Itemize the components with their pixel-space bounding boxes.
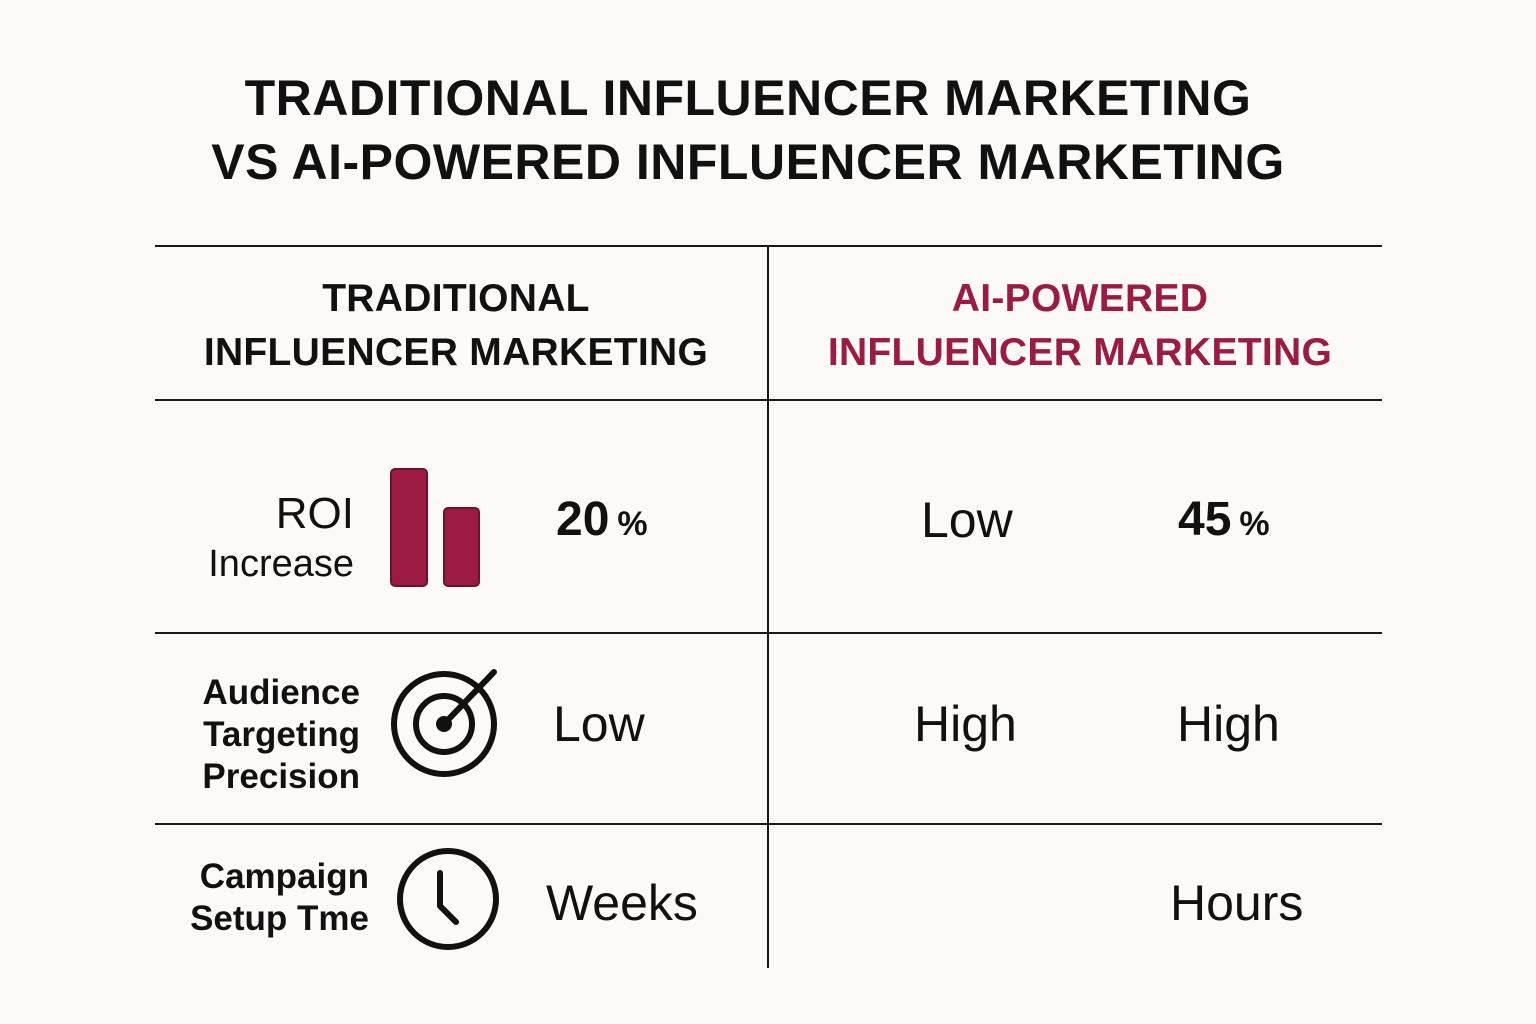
- clock-icon: [397, 848, 499, 950]
- roi-traditional-value: 20%: [556, 488, 648, 554]
- column-header-ai: AI-POWERED INFLUENCER MARKETING: [780, 272, 1380, 380]
- roi-ai-rating: Low: [921, 492, 1013, 548]
- roi-ai-number: 45: [1178, 493, 1232, 546]
- row-label-campaign-line-2: Setup Tme: [190, 899, 369, 938]
- row-label-audience-line-2: Targeting: [203, 715, 360, 754]
- audience-ai-value: High: [1177, 696, 1280, 752]
- audience-ai-rating: High: [914, 696, 1017, 752]
- row-label-roi-line-2: Increase: [208, 543, 354, 585]
- row-label-audience-targeting: Audience Targeting Precision: [202, 672, 360, 798]
- page-title-line-2: VS AI-POWERED INFLUENCER MARKETING: [211, 134, 1285, 190]
- bar-chart-icon: [390, 468, 480, 587]
- target-middle-ring: [413, 693, 475, 755]
- roi-traditional-number: 20: [556, 493, 610, 546]
- roi-ai-value: 45%: [1178, 488, 1270, 554]
- target-outer-ring: [391, 671, 497, 777]
- bar-chart-short-bar: [443, 507, 480, 587]
- column-header-traditional-line-1: TRADITIONAL: [322, 277, 590, 320]
- page-title-line-1: TRADITIONAL INFLUENCER MARKETING: [244, 70, 1252, 126]
- column-header-ai-line-1: AI-POWERED: [951, 277, 1209, 320]
- row-label-campaign-setup: Campaign Setup Tme: [190, 856, 369, 940]
- column-header-traditional: TRADITIONAL INFLUENCER MARKETING: [156, 272, 756, 380]
- campaign-ai-value: Hours: [1170, 875, 1304, 931]
- audience-traditional-value: Low: [553, 696, 645, 752]
- bar-chart-tall-bar: [390, 468, 428, 587]
- clock-face: [397, 848, 499, 950]
- column-header-traditional-line-2: INFLUENCER MARKETING: [203, 331, 709, 374]
- row-label-roi: ROI Increase: [208, 488, 354, 588]
- target-arrow: [441, 669, 497, 727]
- row-label-campaign-line-1: Campaign: [199, 857, 369, 896]
- campaign-traditional-value: Weeks: [546, 875, 698, 931]
- column-divider: [767, 246, 769, 968]
- clock-hands: [437, 870, 459, 925]
- row-label-roi-line-1: ROI: [275, 489, 354, 538]
- row-label-audience-line-3: Precision: [202, 757, 360, 796]
- row-label-audience-line-1: Audience: [202, 673, 360, 712]
- roi-ai-unit: %: [1239, 505, 1270, 543]
- column-header-ai-line-2: INFLUENCER MARKETING: [827, 331, 1333, 374]
- target-icon: [391, 669, 497, 777]
- roi-traditional-unit: %: [617, 505, 648, 543]
